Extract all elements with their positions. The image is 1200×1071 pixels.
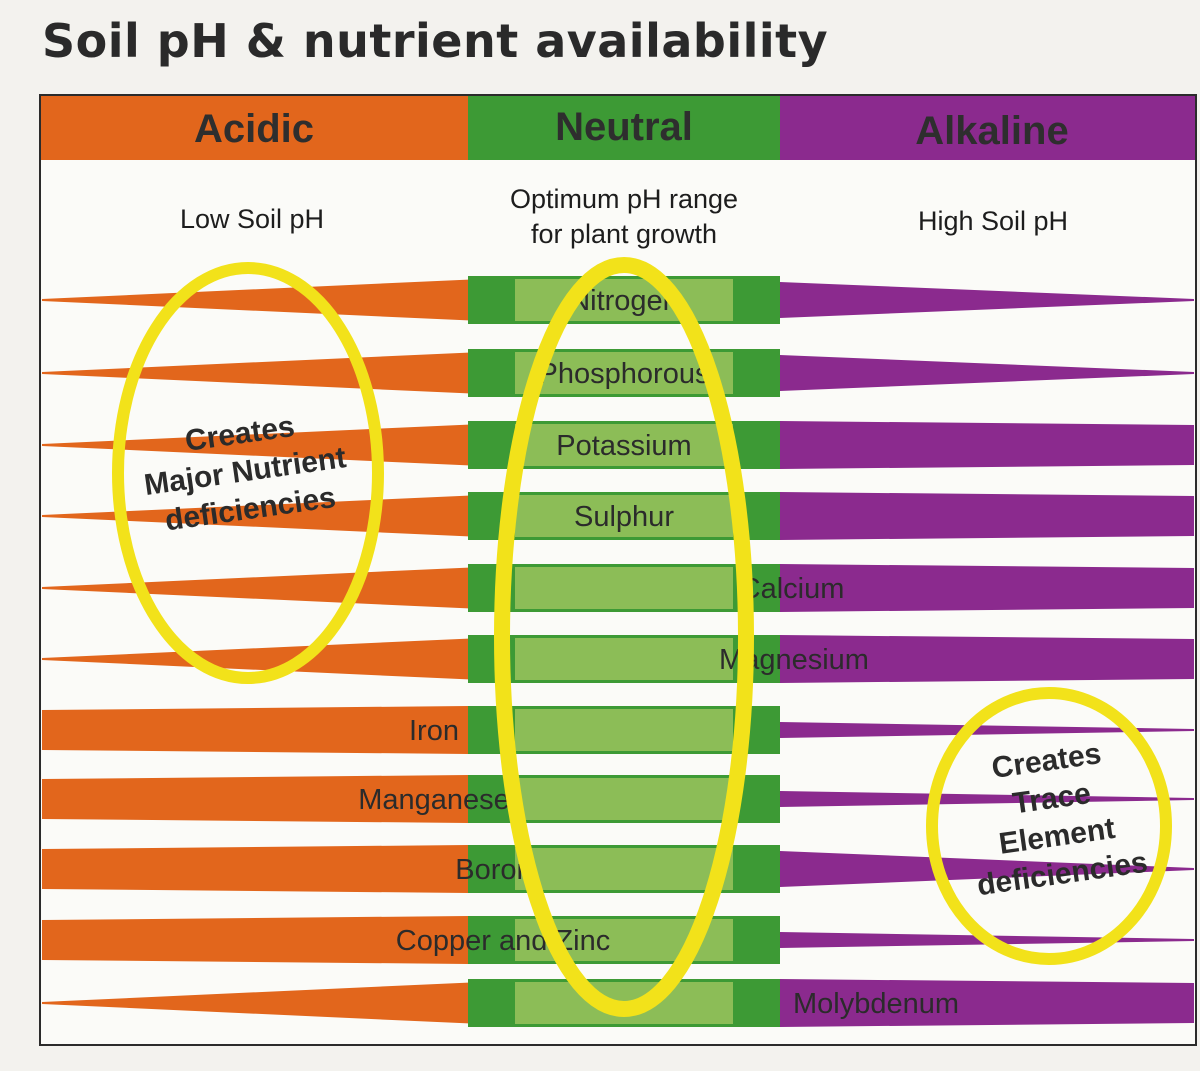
alkaline-header-band [780,96,1195,160]
zone-description-alkaline: High Soil pH [918,206,1068,236]
page-title: Soil pH & nutrient availability [42,14,829,68]
phosphorous-neutral-highlight [515,352,733,394]
major-nutrient-highlight-ellipse [112,262,384,684]
iron-acidic-band [42,706,468,754]
copper-and-zinc-neutral-highlight [515,919,733,961]
sulphur-alkaline-band [780,492,1194,540]
manganese-acidic-band [42,775,468,823]
zone-title-alkaline: Alkaline [915,109,1068,153]
zone-description-acidic: Low Soil pH [180,204,324,234]
zone-description-neutral-line1: Optimum pH range [510,184,738,214]
magnesium-alkaline-band [780,635,1194,683]
zone-title-neutral: Neutral [555,105,693,149]
nutrient-labels: NitrogenPhosphorousPotassiumSulphurCalci… [358,285,959,1020]
potassium-neutral-highlight [515,424,733,466]
potassium-label: Potassium [556,430,691,462]
manganese-label: Manganese [358,784,510,816]
manganese-neutral-highlight [515,778,733,820]
calcium-label: Calcium [740,573,845,605]
calcium-alkaline-band [780,564,1194,612]
magnesium-acidic-band [42,638,468,680]
copper-and-zinc-acidic-band [42,916,468,964]
sulphur-label: Sulphur [574,501,674,533]
neutral-header-band [468,96,780,160]
manganese-alkaline-band [780,791,1194,807]
potassium-alkaline-band [780,421,1194,469]
boron-alkaline-band [780,851,1194,887]
nitrogen-alkaline-band [780,282,1194,318]
molybdenum-alkaline-band [780,979,1194,1027]
phosphorous-label: Phosphorous [539,358,710,390]
trace-element-highlight-ellipse [926,687,1172,965]
molybdenum-acidic-band [42,982,468,1024]
sulphur-acidic-band [42,495,468,537]
boron-acidic-band [42,845,468,893]
copper-and-zinc-label: Copper and Zinc [396,925,610,957]
nutrient-bars [42,276,1194,1027]
sulphur-neutral-highlight [515,495,733,537]
potassium-acidic-band [42,424,468,466]
calcium-neutral-highlight [515,567,733,609]
optimum-range-highlight-ellipse [494,257,754,1017]
acidic-header-band [41,96,468,160]
boron-neutral-highlight [515,848,733,890]
iron-alkaline-band [780,722,1194,738]
phosphorous-alkaline-band [780,355,1194,391]
iron-neutral-highlight [515,709,733,751]
zone-title-acidic: Acidic [194,107,314,151]
zone-description-neutral-line2: for plant growth [531,219,717,249]
molybdenum-label: Molybdenum [793,988,959,1020]
iron-label: Iron [409,715,459,747]
magnesium-neutral-highlight [515,638,733,680]
nitrogen-acidic-band [42,279,468,321]
